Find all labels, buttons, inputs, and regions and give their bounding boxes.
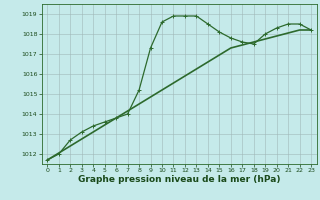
X-axis label: Graphe pression niveau de la mer (hPa): Graphe pression niveau de la mer (hPa): [78, 175, 280, 184]
